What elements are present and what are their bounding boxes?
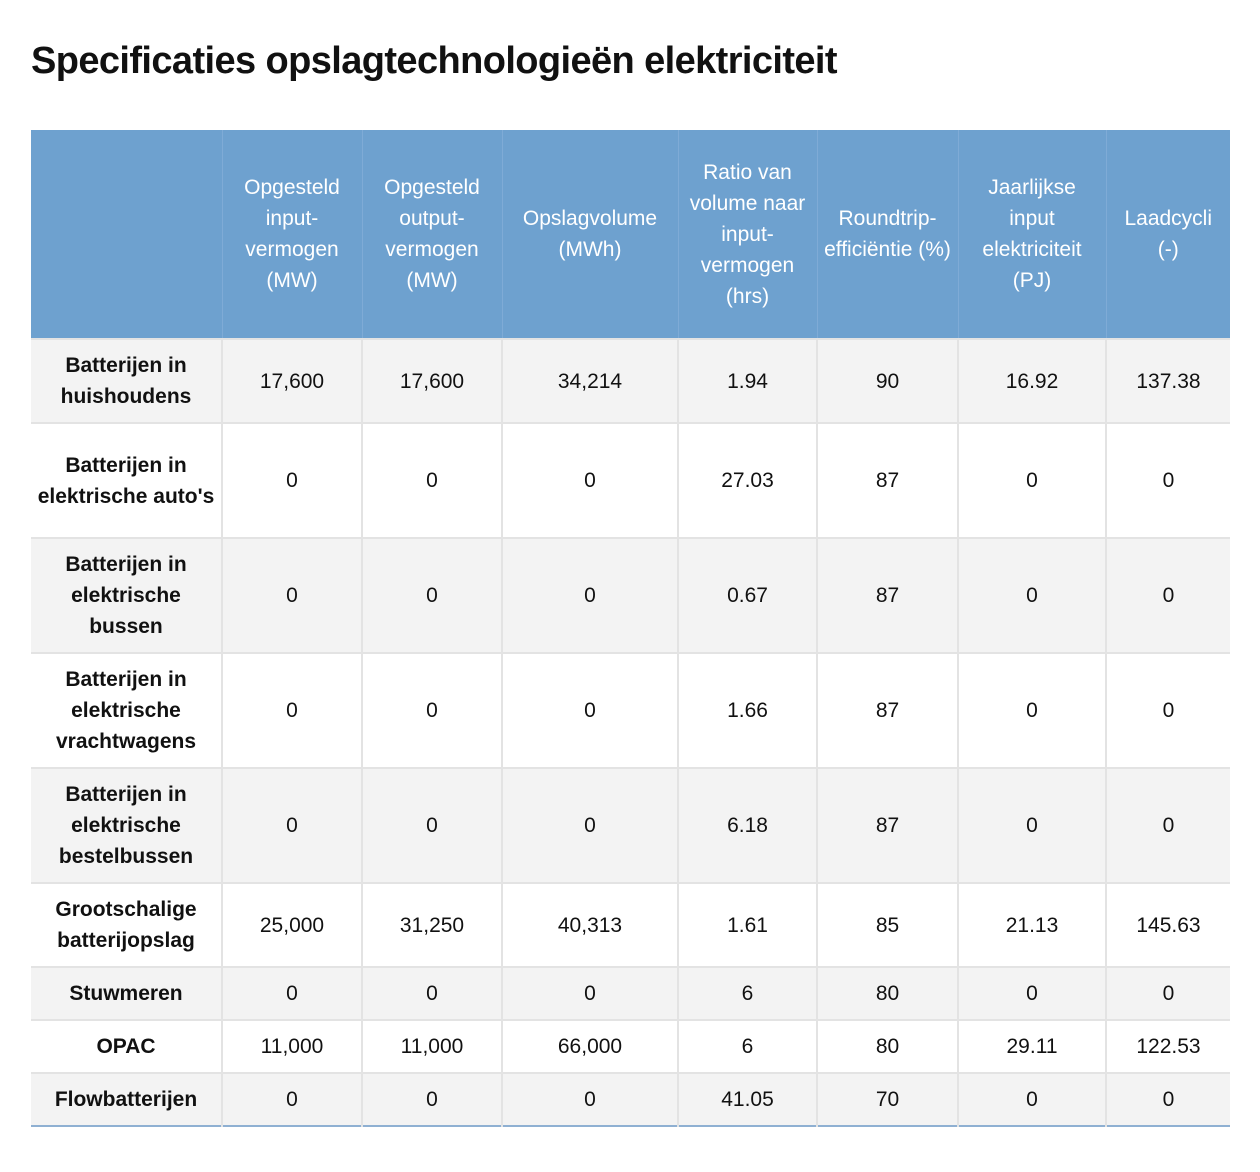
cell-volume-ratio: 1.66 bbox=[677, 652, 817, 768]
cell-storage-volume: 0 bbox=[501, 1072, 678, 1126]
row-label: OPAC bbox=[31, 1019, 222, 1073]
cell-output-power: 17,600 bbox=[361, 338, 502, 423]
cell-volume-ratio: 41.05 bbox=[677, 1072, 817, 1126]
cell-volume-ratio: 0.67 bbox=[677, 537, 817, 653]
cell-roundtrip-efficiency: 87 bbox=[816, 767, 958, 883]
cell-annual-input: 0 bbox=[957, 652, 1106, 768]
cell-annual-input: 21.13 bbox=[957, 882, 1106, 967]
header-cell-volume-ratio: Ratio van volume naar input-vermogen (hr… bbox=[677, 130, 817, 339]
cell-annual-input: 0 bbox=[957, 966, 1106, 1020]
row-label: Flowbatterijen bbox=[31, 1072, 222, 1126]
cell-annual-input: 0 bbox=[957, 422, 1106, 538]
header-cell-input-power: Opgesteld input-vermogen (MW) bbox=[221, 130, 362, 339]
cell-charge-cycles: 0 bbox=[1105, 422, 1230, 538]
row-label: Batterijen in elektrische bestelbussen bbox=[31, 767, 222, 883]
cell-roundtrip-efficiency: 80 bbox=[816, 966, 958, 1020]
cell-input-power: 0 bbox=[221, 966, 362, 1020]
header-cell-storage-volume: Opslagvolume (MWh) bbox=[501, 130, 678, 339]
cell-charge-cycles: 0 bbox=[1105, 966, 1230, 1020]
cell-volume-ratio: 6 bbox=[677, 966, 817, 1020]
row-label: Batterijen in elektrische bussen bbox=[31, 537, 222, 653]
row-label: Stuwmeren bbox=[31, 966, 222, 1020]
cell-annual-input: 29.11 bbox=[957, 1019, 1106, 1073]
cell-output-power: 0 bbox=[361, 652, 502, 768]
row-label: Batterijen in elektrische auto's bbox=[31, 422, 222, 538]
cell-storage-volume: 66,000 bbox=[501, 1019, 678, 1073]
cell-volume-ratio: 6 bbox=[677, 1019, 817, 1073]
header-cell-annual-input: Jaarlijkse input elektriciteit (PJ) bbox=[957, 130, 1106, 339]
table-row: Batterijen in elektrische auto's 0 0 0 2… bbox=[31, 422, 1230, 538]
cell-storage-volume: 0 bbox=[501, 422, 678, 538]
cell-output-power: 0 bbox=[361, 537, 502, 653]
cell-charge-cycles: 145.63 bbox=[1105, 882, 1230, 967]
cell-storage-volume: 34,214 bbox=[501, 338, 678, 423]
cell-roundtrip-efficiency: 90 bbox=[816, 338, 958, 423]
cell-output-power: 0 bbox=[361, 1072, 502, 1126]
cell-storage-volume: 40,313 bbox=[501, 882, 678, 967]
cell-input-power: 0 bbox=[221, 1072, 362, 1126]
cell-charge-cycles: 0 bbox=[1105, 652, 1230, 768]
cell-storage-volume: 0 bbox=[501, 966, 678, 1020]
cell-input-power: 17,600 bbox=[221, 338, 362, 423]
cell-output-power: 31,250 bbox=[361, 882, 502, 967]
cell-roundtrip-efficiency: 80 bbox=[816, 1019, 958, 1073]
table-row: Grootschalige batterijopslag 25,000 31,2… bbox=[31, 882, 1230, 967]
cell-output-power: 11,000 bbox=[361, 1019, 502, 1073]
table-header: Opgesteld input-vermogen (MW) Opgesteld … bbox=[31, 130, 1230, 339]
row-label: Batterijen in elektrische vrachtwagens bbox=[31, 652, 222, 768]
table-row: Flowbatterijen 0 0 0 41.05 70 0 0 bbox=[31, 1072, 1230, 1126]
cell-storage-volume: 0 bbox=[501, 537, 678, 653]
table-row: OPAC 11,000 11,000 66,000 6 80 29.11 122… bbox=[31, 1019, 1230, 1073]
cell-input-power: 25,000 bbox=[221, 882, 362, 967]
cell-storage-volume: 0 bbox=[501, 767, 678, 883]
header-cell-charge-cycles: Laadcycli (-) bbox=[1105, 130, 1230, 339]
table-row: Batterijen in elektrische bestelbussen 0… bbox=[31, 767, 1230, 883]
cell-charge-cycles: 0 bbox=[1105, 537, 1230, 653]
cell-storage-volume: 0 bbox=[501, 652, 678, 768]
cell-volume-ratio: 1.94 bbox=[677, 338, 817, 423]
cell-annual-input: 0 bbox=[957, 537, 1106, 653]
table-row: Batterijen in elektrische vrachtwagens 0… bbox=[31, 652, 1230, 768]
row-label: Batterijen in huishoudens bbox=[31, 338, 222, 423]
cell-output-power: 0 bbox=[361, 422, 502, 538]
cell-output-power: 0 bbox=[361, 966, 502, 1020]
cell-input-power: 11,000 bbox=[221, 1019, 362, 1073]
cell-roundtrip-efficiency: 85 bbox=[816, 882, 958, 967]
cell-output-power: 0 bbox=[361, 767, 502, 883]
cell-input-power: 0 bbox=[221, 422, 362, 538]
row-label: Grootschalige batterijopslag bbox=[31, 882, 222, 967]
page-title: Specificaties opslagtechnologieën elektr… bbox=[31, 40, 838, 82]
cell-roundtrip-efficiency: 70 bbox=[816, 1072, 958, 1126]
cell-charge-cycles: 137.38 bbox=[1105, 338, 1230, 423]
cell-annual-input: 0 bbox=[957, 767, 1106, 883]
cell-input-power: 0 bbox=[221, 767, 362, 883]
cell-charge-cycles: 0 bbox=[1105, 767, 1230, 883]
table-body: Batterijen in huishoudens 17,600 17,600 … bbox=[31, 338, 1230, 1126]
table-row: Batterijen in elektrische bussen 0 0 0 0… bbox=[31, 537, 1230, 653]
cell-volume-ratio: 27.03 bbox=[677, 422, 817, 538]
header-cell-roundtrip-efficiency: Roundtrip-efficiëntie (%) bbox=[816, 130, 958, 339]
cell-annual-input: 16.92 bbox=[957, 338, 1106, 423]
specifications-table: Opgesteld input-vermogen (MW) Opgesteld … bbox=[31, 130, 1230, 1127]
table-row: Stuwmeren 0 0 0 6 80 0 0 bbox=[31, 966, 1230, 1020]
cell-charge-cycles: 122.53 bbox=[1105, 1019, 1230, 1073]
cell-volume-ratio: 6.18 bbox=[677, 767, 817, 883]
cell-charge-cycles: 0 bbox=[1105, 1072, 1230, 1126]
cell-roundtrip-efficiency: 87 bbox=[816, 652, 958, 768]
cell-roundtrip-efficiency: 87 bbox=[816, 422, 958, 538]
header-cell-label bbox=[31, 130, 222, 339]
cell-volume-ratio: 1.61 bbox=[677, 882, 817, 967]
header-cell-output-power: Opgesteld output-vermogen (MW) bbox=[361, 130, 502, 339]
table-row: Batterijen in huishoudens 17,600 17,600 … bbox=[31, 338, 1230, 423]
cell-roundtrip-efficiency: 87 bbox=[816, 537, 958, 653]
cell-input-power: 0 bbox=[221, 652, 362, 768]
header-row: Opgesteld input-vermogen (MW) Opgesteld … bbox=[31, 130, 1230, 339]
cell-annual-input: 0 bbox=[957, 1072, 1106, 1126]
cell-input-power: 0 bbox=[221, 537, 362, 653]
